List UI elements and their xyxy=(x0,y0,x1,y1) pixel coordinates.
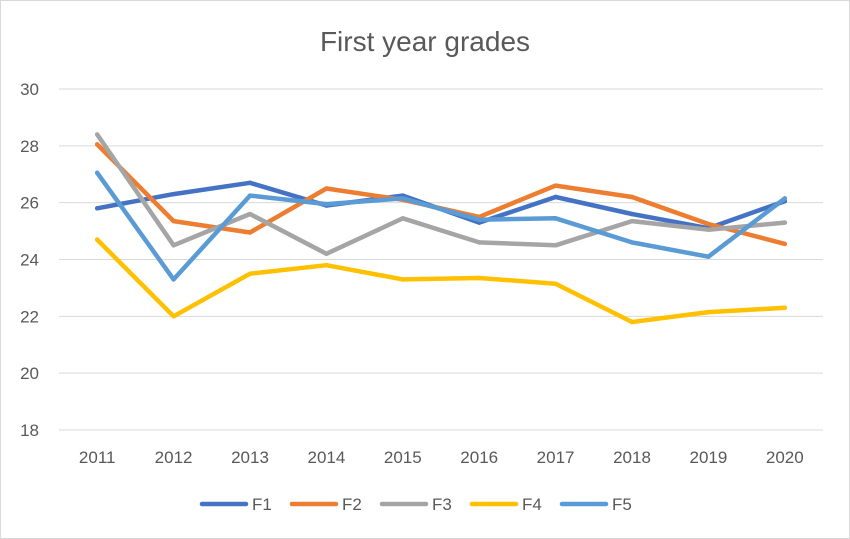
x-tick-label: 2016 xyxy=(460,448,498,467)
data-point-f3 xyxy=(477,240,482,245)
x-tick-label: 2013 xyxy=(231,448,269,467)
legend-item-f1[interactable]: F1 xyxy=(199,495,272,514)
data-point-f4 xyxy=(400,277,405,282)
data-point-f2 xyxy=(782,241,787,247)
legend-label: F4 xyxy=(522,495,542,514)
data-point-f1 xyxy=(553,194,558,200)
data-point-f3 xyxy=(95,132,100,137)
series-f3 xyxy=(94,132,788,257)
legend-label: F1 xyxy=(252,495,272,514)
data-point-f5 xyxy=(95,170,100,176)
series-line-f4 xyxy=(94,237,788,325)
data-point-f3 xyxy=(171,243,176,248)
data-point-f2 xyxy=(247,230,253,235)
legend-item-f5[interactable]: F5 xyxy=(559,495,632,514)
legend-label: F2 xyxy=(342,495,362,514)
data-point-f2 xyxy=(629,194,635,200)
legend: F1 F2 F3 F4 F5 xyxy=(199,495,632,514)
data-point-f4 xyxy=(171,314,176,319)
data-point-f4 xyxy=(247,271,253,276)
series-f4 xyxy=(94,237,788,325)
data-point-f3 xyxy=(324,251,329,257)
data-point-f3 xyxy=(629,218,635,224)
y-tick-label: 22 xyxy=(20,307,39,326)
data-point-f1 xyxy=(171,191,176,197)
legend-label: F3 xyxy=(432,495,452,514)
data-point-f1 xyxy=(629,211,635,217)
y-tick-label: 28 xyxy=(20,137,39,156)
data-point-f5 xyxy=(400,196,405,201)
data-point-f1 xyxy=(95,206,100,211)
legend-item-f2[interactable]: F2 xyxy=(289,495,362,514)
data-point-f4 xyxy=(553,281,558,286)
data-point-f3 xyxy=(553,243,558,248)
series-f5 xyxy=(94,170,788,282)
series-lines xyxy=(94,132,788,325)
data-point-f3 xyxy=(782,220,787,225)
data-point-f5 xyxy=(629,240,635,245)
y-tick-label: 30 xyxy=(20,80,39,99)
legend-item-f3[interactable]: F3 xyxy=(379,495,452,514)
x-tick-label: 2014 xyxy=(307,448,345,467)
data-point-f4 xyxy=(324,262,329,268)
data-point-f4 xyxy=(477,275,482,281)
data-point-f5 xyxy=(171,277,176,282)
data-point-f2 xyxy=(553,183,558,188)
series-line-f3 xyxy=(94,132,788,257)
y-axis-ticks: 18 20 22 24 26 28 30 xyxy=(20,80,39,440)
data-point-f1 xyxy=(247,180,253,185)
data-point-f3 xyxy=(706,227,711,232)
x-tick-label: 2019 xyxy=(689,448,727,467)
data-point-f5 xyxy=(477,217,482,222)
y-tick-label: 18 xyxy=(20,421,39,440)
data-point-f4 xyxy=(782,305,787,311)
x-tick-label: 2020 xyxy=(766,448,804,467)
data-point-f2 xyxy=(706,221,711,227)
data-point-f2 xyxy=(95,142,100,147)
x-tick-label: 2018 xyxy=(613,448,651,467)
y-tick-label: 20 xyxy=(20,364,39,383)
data-point-f3 xyxy=(247,211,253,217)
gridlines xyxy=(59,88,823,431)
data-point-f5 xyxy=(324,201,329,207)
data-point-f2 xyxy=(171,218,176,224)
data-point-f4 xyxy=(629,319,635,325)
x-tick-label: 2017 xyxy=(537,448,575,467)
data-point-f3 xyxy=(400,216,405,221)
data-point-f5 xyxy=(247,193,253,198)
x-axis-ticks: 2011 2012 2013 2014 2015 2016 2017 2018 2019 2020 xyxy=(79,448,804,467)
chart-title: First year grades xyxy=(320,26,530,57)
data-point-f5 xyxy=(553,216,558,221)
legend-label: F5 xyxy=(612,495,632,514)
x-tick-label: 2015 xyxy=(384,448,422,467)
data-point-f4 xyxy=(706,309,711,315)
data-point-f5 xyxy=(706,254,711,259)
data-point-f5 xyxy=(782,196,787,201)
data-point-f4 xyxy=(95,237,100,242)
legend-item-f4[interactable]: F4 xyxy=(469,495,542,514)
x-tick-label: 2011 xyxy=(79,448,116,467)
series-line-f1 xyxy=(94,180,788,231)
data-point-f2 xyxy=(324,186,329,191)
x-tick-label: 2012 xyxy=(155,448,193,467)
y-tick-label: 24 xyxy=(20,251,39,270)
y-tick-label: 26 xyxy=(20,194,39,213)
series-line-f5 xyxy=(94,170,788,282)
